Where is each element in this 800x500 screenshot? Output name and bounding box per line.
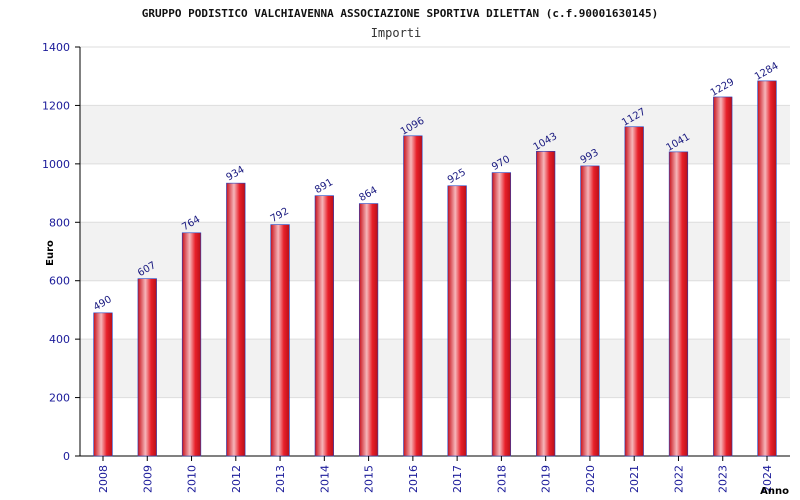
x-tick-label: 2022 [672, 465, 685, 493]
value-label: 925 [446, 167, 468, 186]
chart-title: GRUPPO PODISTICO VALCHIAVENNA ASSOCIAZIO… [142, 7, 659, 20]
bar [314, 195, 334, 457]
chart-subtitle: Importi [371, 26, 422, 40]
y-tick-label: 800 [49, 216, 70, 229]
bar [181, 232, 202, 457]
x-tick-label: 2018 [495, 465, 508, 493]
bar [270, 224, 290, 457]
y-tick-label: 1000 [42, 158, 70, 171]
y-tick-label: 600 [49, 275, 70, 288]
value-label: 1229 [709, 77, 737, 99]
y-tick-label: 0 [63, 450, 70, 463]
x-tick-label: 2019 [540, 465, 553, 493]
x-tick-label: 2024 [761, 465, 774, 493]
x-tick-label: 2020 [584, 465, 597, 493]
x-tick-label: 2017 [451, 465, 464, 493]
value-label: 891 [313, 177, 335, 196]
bar [447, 185, 467, 457]
y-tick-label: 1200 [42, 99, 70, 112]
value-label: 490 [92, 294, 114, 313]
bar [757, 80, 777, 457]
bar [491, 172, 512, 457]
bars [93, 80, 777, 457]
x-tick-label: 2013 [274, 465, 287, 493]
bar [137, 278, 157, 457]
bar [93, 312, 113, 457]
x-tick-label: 2023 [717, 465, 730, 493]
bar [668, 151, 689, 457]
bar [358, 203, 379, 457]
bar [624, 126, 644, 457]
x-tick-label: 2012 [230, 465, 243, 493]
x-tick-label: 2009 [141, 465, 154, 493]
x-tick-label: 2014 [318, 465, 331, 493]
bar [536, 150, 556, 457]
x-tick-label: 2016 [407, 465, 420, 493]
bar [226, 182, 246, 457]
x-axis-label: Anno [760, 486, 789, 497]
value-label: 1284 [753, 61, 781, 83]
x-axis-ticks: 2008 2009 2010 2012 2013 2014 2015 2016 2017 2018… [97, 456, 774, 493]
x-tick-label: 2015 [363, 465, 376, 493]
x-tick-label: 2008 [97, 465, 110, 493]
y-axis-ticks: 0 200 400 600 800 1000 1200 1400 [42, 41, 80, 463]
y-tick-label: 400 [49, 333, 70, 346]
bar [403, 135, 423, 457]
value-label: 934 [225, 164, 247, 183]
x-tick-label: 2010 [186, 465, 199, 493]
bar [580, 165, 600, 457]
value-label: 864 [357, 185, 379, 204]
y-tick-label: 200 [49, 392, 70, 405]
x-tick-label: 2021 [628, 465, 641, 493]
y-tick-label: 1400 [42, 41, 70, 54]
y-axis-label: Euro [45, 240, 56, 266]
bar [713, 96, 733, 457]
